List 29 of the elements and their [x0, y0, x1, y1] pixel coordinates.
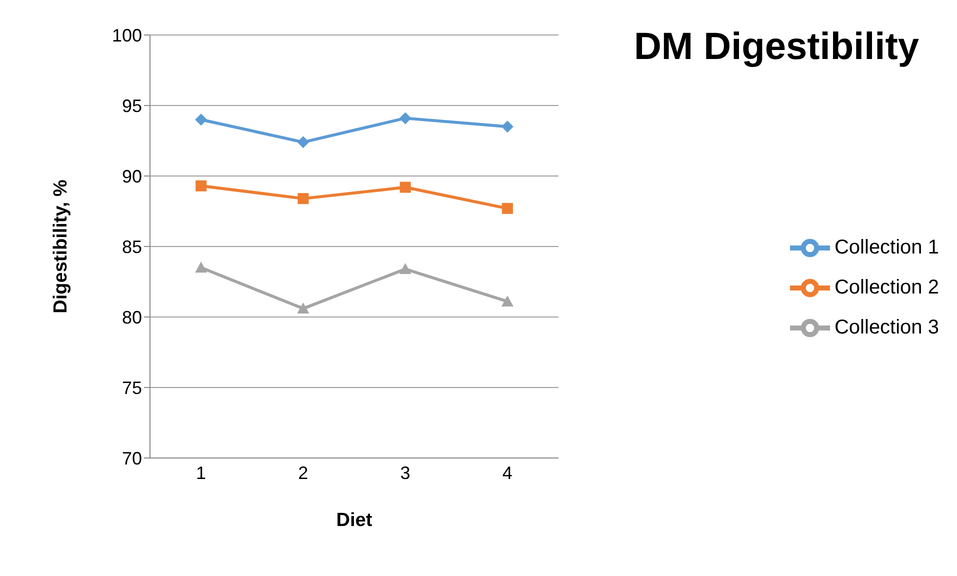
point: [196, 180, 207, 192]
y-tick-label: 85: [122, 236, 142, 257]
text: DM Digestibility: [634, 26, 919, 69]
y-tick-label: 70: [122, 448, 142, 468]
x-tick-label: 4: [502, 462, 512, 483]
legend-label: Collection 2: [834, 276, 939, 298]
point: [501, 120, 514, 133]
legend-label: Collection 1: [834, 236, 939, 258]
point: [399, 112, 412, 124]
y-tick-label: 100: [112, 25, 142, 46]
y-tick-label: 75: [122, 378, 142, 398]
point: [297, 302, 310, 314]
point: [502, 202, 513, 214]
x-axis-title: Diet: [336, 510, 373, 531]
y-tick-label: 90: [122, 166, 142, 186]
point: [399, 263, 412, 274]
point: [298, 193, 309, 204]
y-tick-label: 95: [122, 96, 142, 116]
y-axis-title: Digestibility, %: [50, 180, 72, 314]
x-tick-label: 1: [196, 462, 206, 483]
point: [297, 136, 310, 148]
point: [195, 262, 208, 273]
point: [501, 295, 514, 306]
legend-label: Collection 3: [834, 316, 939, 338]
y-tick-label: 80: [122, 307, 142, 328]
point: [195, 114, 208, 126]
point: [400, 182, 411, 193]
x-tick-label: 3: [400, 462, 410, 483]
x-tick-label: 2: [298, 462, 308, 483]
